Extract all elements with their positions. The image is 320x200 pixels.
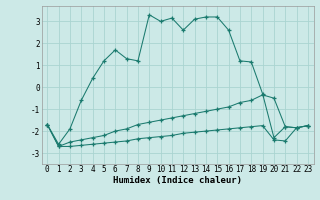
X-axis label: Humidex (Indice chaleur): Humidex (Indice chaleur) — [113, 176, 242, 185]
